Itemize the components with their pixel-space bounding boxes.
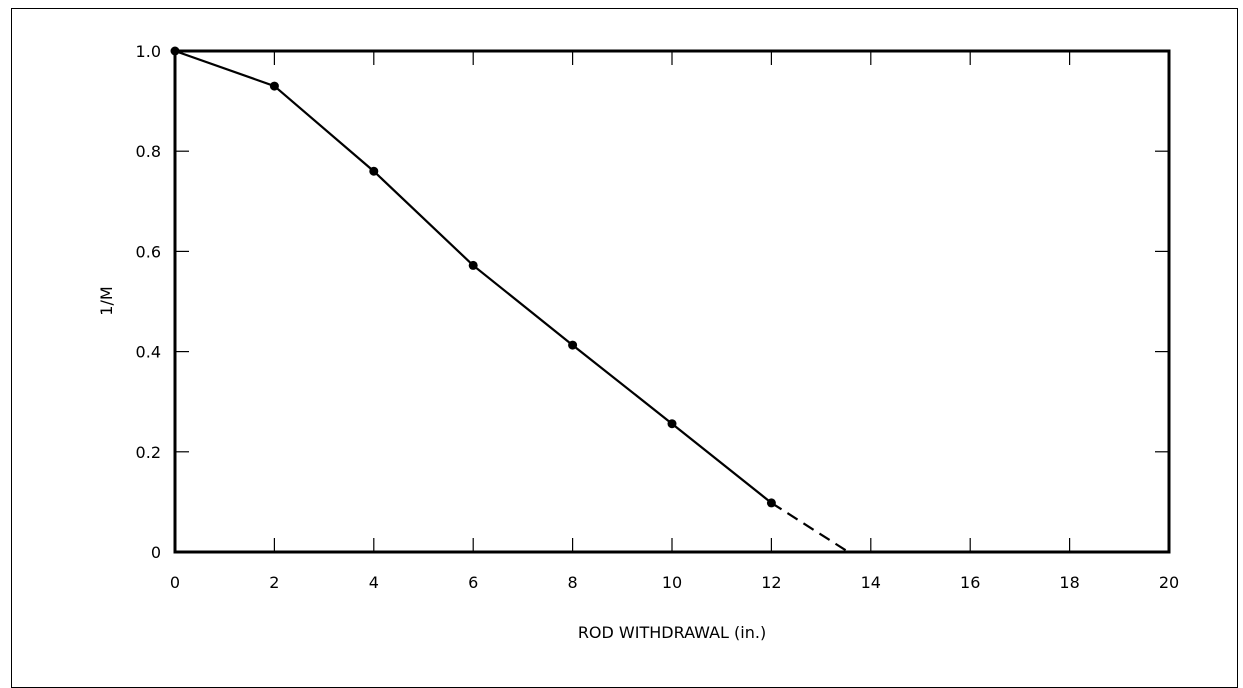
chart: 0 2 4 6 8 10 12 14 16 18 20 0 0.2 0.4 0.6 0.8 1.0 ROD WI… xyxy=(97,42,1180,642)
y-tick-label: 1.0 xyxy=(136,42,161,61)
tick-labels: 0 2 4 6 8 10 12 14 16 18 20 0 0.2 0.4 0.6 0.8 1.0 xyxy=(136,42,1180,592)
x-tick-label: 8 xyxy=(568,573,578,592)
y-tick-label: 0.2 xyxy=(136,443,161,462)
x-tick-label: 14 xyxy=(861,573,881,592)
x-tick-label: 18 xyxy=(1059,573,1079,592)
data-point xyxy=(568,340,578,350)
x-tick-label: 0 xyxy=(170,573,180,592)
data-point xyxy=(170,46,180,56)
ticks xyxy=(175,51,1169,552)
x-tick-label: 20 xyxy=(1159,573,1179,592)
x-tick-label: 2 xyxy=(269,573,279,592)
data-point xyxy=(269,81,279,91)
y-tick-label: 0.6 xyxy=(136,242,161,261)
data-point xyxy=(667,419,677,429)
x-tick-label: 4 xyxy=(369,573,379,592)
plot-frame xyxy=(173,49,1171,554)
data-points xyxy=(170,46,776,508)
y-tick-label: 0.4 xyxy=(136,343,161,362)
data-point xyxy=(369,166,379,176)
x-tick-label: 12 xyxy=(761,573,781,592)
data-point xyxy=(766,498,776,508)
x-tick-label: 16 xyxy=(960,573,980,592)
series-line xyxy=(174,49,773,504)
plot-border xyxy=(173,49,1171,554)
x-tick-label: 6 xyxy=(468,573,478,592)
x-tick-label: 10 xyxy=(662,573,682,592)
series-lines xyxy=(174,49,850,553)
y-tick-label: 0 xyxy=(151,543,161,562)
y-axis-label: 1/M xyxy=(97,286,116,315)
data-point xyxy=(468,260,478,270)
y-tick-label: 0.8 xyxy=(136,142,161,161)
extrapolation-line xyxy=(770,501,850,553)
x-axis-label: ROD WITHDRAWAL (in.) xyxy=(578,623,766,642)
